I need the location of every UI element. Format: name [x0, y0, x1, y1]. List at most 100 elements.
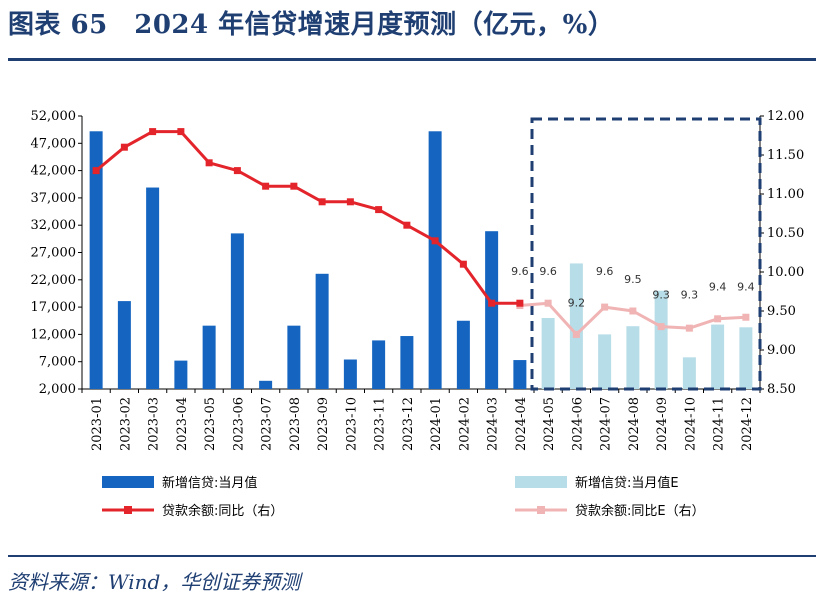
- bar-actual: [343, 359, 357, 389]
- x-tick-label: 2024-03: [486, 397, 501, 451]
- x-tick-label: 2024-07: [599, 397, 614, 451]
- x-tick-label: 2023-11: [373, 397, 388, 451]
- x-tick-label: 2024-10: [683, 397, 698, 451]
- bar-actual: [513, 360, 527, 389]
- forecast-dashed-box: [530, 117, 762, 391]
- credit-chart: 2,000 7,000 12,000 17,000 22,000 27,000 32,000…: [31, 109, 805, 519]
- left-tick-label: 37,000: [31, 191, 77, 206]
- x-tick-label: 2023-07: [260, 397, 275, 451]
- x-tick-labels: 2023-01 2023-02 2023-03 2023-04 2023-05 2023-…: [90, 397, 755, 451]
- line-forecast-marker: [572, 330, 580, 338]
- left-tick-label: 12,000: [31, 327, 77, 342]
- top-rule: [8, 58, 816, 61]
- right-tick-label: 11.00: [767, 187, 804, 202]
- bar-actual: [259, 380, 273, 389]
- line-forecast-marker: [657, 323, 665, 331]
- legend-swatch-marker: [124, 506, 132, 514]
- bar-forecast: [569, 263, 583, 389]
- left-tick-label: 47,000: [31, 136, 77, 151]
- x-tick-label: 2024-12: [740, 397, 755, 451]
- bar-forecast: [654, 290, 668, 389]
- x-tick-label: 2023-09: [316, 397, 331, 451]
- x-tick-label: 2023-03: [147, 397, 162, 451]
- data-label: 9.5: [624, 273, 642, 286]
- legend-label: 新增信贷:当月值: [162, 475, 257, 491]
- line-actual: [95, 130, 520, 305]
- line-actual-marker: [431, 237, 439, 245]
- right-tick-label: 11.50: [767, 148, 804, 163]
- bar-actual: [428, 131, 442, 389]
- left-tick-label: 27,000: [31, 246, 77, 261]
- axes: 2,000 7,000 12,000 17,000 22,000 27,000 32,000…: [31, 109, 805, 397]
- line-actual-marker: [459, 260, 467, 268]
- bar-actual: [230, 233, 244, 389]
- x-tick-label: 2023-12: [401, 397, 416, 451]
- line-actual-marker: [403, 221, 411, 229]
- legend-swatch-bar: [102, 476, 154, 488]
- x-tick-label: 2023-06: [231, 397, 246, 451]
- data-label: 9.3: [681, 289, 699, 302]
- left-tick-label: 17,000: [31, 300, 77, 315]
- left-tick-label: 32,000: [31, 218, 77, 233]
- forecast-box: [530, 117, 762, 391]
- x-tick-label: 2024-09: [655, 397, 670, 451]
- line-actual-marker: [290, 182, 298, 190]
- x-tick-label: 2024-02: [457, 397, 472, 451]
- x-tick-label: 2024-06: [570, 397, 585, 451]
- bar-actual: [372, 340, 386, 389]
- x-tick-label: 2023-04: [175, 397, 190, 451]
- bar-forecast: [682, 357, 696, 389]
- legend-label: 贷款余额:同比E（右）: [575, 503, 705, 519]
- data-label: 9.6: [596, 265, 614, 278]
- line-actual-marker: [516, 299, 524, 307]
- lines: [92, 128, 750, 338]
- bar-actual: [146, 187, 160, 389]
- x-tick-label: 2024-11: [712, 397, 727, 451]
- bar-forecast: [711, 324, 725, 389]
- figure-title: 图表 65 2024 年信贷增速月度预测（亿元，%）: [8, 10, 615, 40]
- bar-forecast: [626, 326, 640, 389]
- bar-actual: [485, 231, 499, 389]
- bars: [89, 131, 753, 389]
- bar-actual: [287, 325, 301, 389]
- legend-swatch-bar: [515, 476, 567, 488]
- line-forecast-marker: [685, 324, 693, 332]
- right-tick-label: 12.00: [767, 109, 804, 124]
- legend: 新增信贷:当月值 新增信贷:当月值E 贷款余额:同比（右） 贷款余额:同比E（右）: [102, 475, 705, 519]
- right-tick-label: 10.50: [767, 226, 804, 241]
- bar-forecast: [739, 327, 753, 389]
- x-tick-label: 2024-04: [514, 397, 529, 451]
- data-label: 9.6: [511, 265, 529, 278]
- right-tick-label: 9.00: [767, 343, 796, 358]
- legend-label: 贷款余额:同比（右）: [162, 503, 283, 519]
- line-forecast-marker: [544, 299, 552, 307]
- left-tick-label: 42,000: [31, 164, 77, 179]
- data-label: 9.6: [539, 265, 557, 278]
- x-tick-label: 2024-08: [627, 397, 642, 451]
- legend-swatch-marker: [537, 506, 545, 514]
- line-forecast-marker: [629, 307, 637, 315]
- line-actual-marker: [375, 206, 383, 214]
- x-tick-label: 2023-01: [90, 397, 105, 451]
- bar-actual: [89, 131, 103, 389]
- bar-actual: [400, 336, 414, 389]
- line-actual-marker: [149, 128, 157, 136]
- line-actual-marker: [488, 299, 496, 307]
- data-label: 9.2: [568, 296, 586, 309]
- data-label: 9.3: [652, 289, 670, 302]
- bar-actual: [174, 360, 188, 389]
- x-tick-label: 2023-05: [203, 397, 218, 451]
- bottom-rule: [8, 555, 816, 557]
- legend-label: 新增信贷:当月值E: [575, 475, 679, 491]
- left-tick-label: 22,000: [31, 273, 77, 288]
- data-labels: 9.6 9.6 9.2 9.6 9.5 9.3 9.3 9.4 9.4: [511, 265, 755, 309]
- x-tick-label: 2023-08: [288, 397, 303, 451]
- bar-actual: [117, 301, 131, 389]
- line-actual-marker: [205, 159, 213, 167]
- x-tick-label: 2024-05: [542, 397, 557, 451]
- right-tick-label: 10.00: [767, 265, 804, 280]
- bar-forecast: [541, 318, 555, 389]
- x-tick-label: 2023-02: [118, 397, 133, 451]
- line-forecast-marker: [742, 313, 750, 321]
- line-actual-marker: [177, 128, 185, 136]
